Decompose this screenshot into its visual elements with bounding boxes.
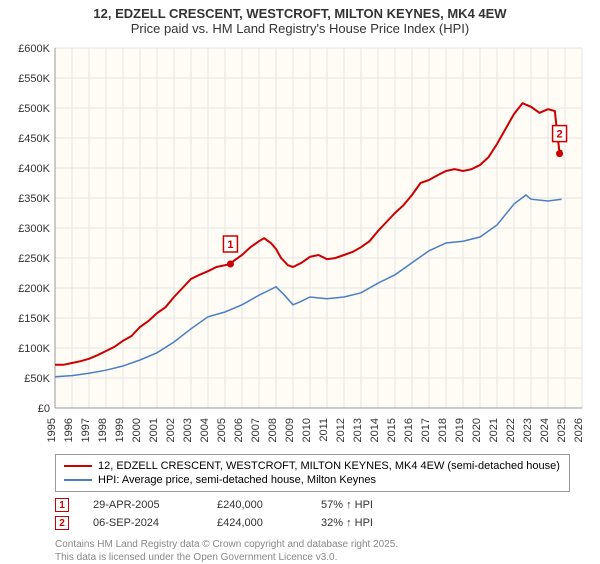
svg-text:£250K: £250K [18, 253, 50, 265]
svg-text:£400K: £400K [18, 163, 50, 175]
svg-text:1998: 1998 [97, 418, 109, 442]
svg-text:2009: 2009 [284, 418, 296, 442]
legend-label-1: 12, EDZELL CRESCENT, WESTCROFT, MILTON K… [98, 460, 560, 472]
svg-text:1: 1 [227, 239, 233, 251]
svg-text:2008: 2008 [267, 418, 279, 442]
svg-text:2013: 2013 [352, 418, 364, 442]
svg-text:£500K: £500K [18, 103, 50, 115]
sales-price-2: £424,000 [217, 517, 297, 529]
svg-text:2007: 2007 [250, 418, 262, 442]
svg-text:2019: 2019 [454, 418, 466, 442]
sales-date-2: 06-SEP-2024 [93, 517, 193, 529]
legend-swatch-1 [64, 465, 92, 468]
svg-text:2016: 2016 [403, 418, 415, 442]
attribution-line2: This data is licensed under the Open Gov… [55, 551, 570, 564]
svg-text:£100K: £100K [18, 343, 50, 355]
svg-text:£50K: £50K [24, 373, 50, 385]
svg-text:2010: 2010 [301, 418, 313, 442]
svg-text:2011: 2011 [318, 418, 330, 442]
svg-text:1995: 1995 [46, 418, 58, 442]
svg-text:2017: 2017 [420, 418, 432, 442]
svg-text:1996: 1996 [63, 418, 75, 442]
svg-text:£0: £0 [38, 403, 50, 415]
svg-text:2002: 2002 [165, 418, 177, 442]
sales-pct-2: 32% ↑ HPI [321, 517, 441, 529]
legend-label-2: HPI: Average price, semi-detached house,… [98, 474, 376, 486]
svg-text:2: 2 [556, 129, 562, 141]
svg-text:2024: 2024 [539, 418, 551, 442]
legend-item-1: 12, EDZELL CRESCENT, WESTCROFT, MILTON K… [64, 459, 561, 473]
svg-text:£450K: £450K [18, 133, 50, 145]
svg-text:2000: 2000 [131, 418, 143, 442]
svg-text:£600K: £600K [18, 43, 50, 55]
svg-text:2014: 2014 [369, 418, 381, 442]
svg-text:2004: 2004 [199, 418, 211, 442]
legend-swatch-2 [64, 479, 92, 481]
svg-text:2023: 2023 [522, 418, 534, 442]
svg-text:£350K: £350K [18, 193, 50, 205]
sales-row-1: 1 29-APR-2005 £240,000 57% ↑ HPI [55, 496, 570, 514]
sales-price-1: £240,000 [217, 499, 297, 511]
svg-text:2018: 2018 [437, 418, 449, 442]
svg-text:£150K: £150K [18, 313, 50, 325]
legend-item-2: HPI: Average price, semi-detached house,… [64, 473, 561, 487]
sales-marker-2: 2 [55, 516, 69, 530]
sales-date-1: 29-APR-2005 [93, 499, 193, 511]
svg-text:2001: 2001 [148, 418, 160, 442]
svg-text:£300K: £300K [18, 223, 50, 235]
svg-text:2020: 2020 [471, 418, 483, 442]
chart-title-line2: Price paid vs. HM Land Registry's House … [0, 21, 600, 40]
svg-text:2025: 2025 [556, 418, 568, 442]
svg-text:1997: 1997 [80, 418, 92, 442]
chart-title-line1: 12, EDZELL CRESCENT, WESTCROFT, MILTON K… [0, 0, 600, 21]
svg-text:2026: 2026 [573, 418, 585, 442]
svg-text:2006: 2006 [233, 418, 245, 442]
legend: 12, EDZELL CRESCENT, WESTCROFT, MILTON K… [55, 454, 570, 492]
chart-svg: £0 £50K £100K £150K £200K £250K £300K £350K £400… [0, 40, 600, 450]
svg-text:2012: 2012 [335, 418, 347, 442]
svg-text:£200K: £200K [18, 283, 50, 295]
svg-text:2003: 2003 [182, 418, 194, 442]
chart-plot-area: £0 £50K £100K £150K £200K £250K £300K £350K £400… [0, 40, 600, 450]
attribution: Contains HM Land Registry data © Crown c… [55, 538, 570, 564]
svg-text:2005: 2005 [216, 418, 228, 442]
sales-row-2: 2 06-SEP-2024 £424,000 32% ↑ HPI [55, 514, 570, 532]
svg-text:£550K: £550K [18, 73, 50, 85]
sales-marker-1: 1 [55, 498, 69, 512]
attribution-line1: Contains HM Land Registry data © Crown c… [55, 538, 570, 551]
sales-pct-1: 57% ↑ HPI [321, 499, 441, 511]
svg-text:2022: 2022 [505, 418, 517, 442]
svg-text:1999: 1999 [114, 418, 126, 442]
sales-table: 1 29-APR-2005 £240,000 57% ↑ HPI 2 06-SE… [55, 496, 570, 532]
svg-text:2021: 2021 [488, 418, 500, 442]
svg-text:2015: 2015 [386, 418, 398, 442]
